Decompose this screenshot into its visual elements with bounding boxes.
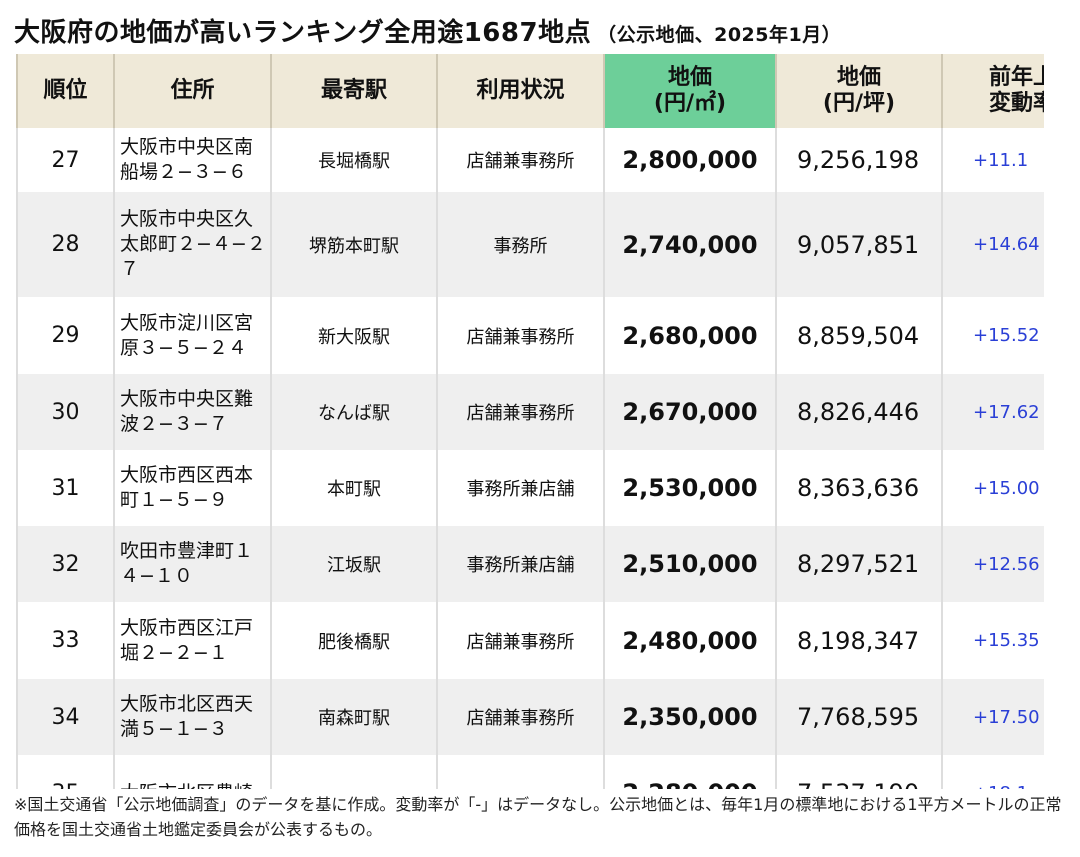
- cell-address: 大阪市北区豊崎: [113, 755, 272, 789]
- cell-price-per-m2: 2,480,000: [603, 602, 777, 679]
- table-row: 34 大阪市北区西天満５−１−３ 南森町駅 店舗兼事務所 2,350,000 7…: [16, 679, 1044, 755]
- cell-use: 店舗兼事務所: [436, 297, 605, 374]
- cell-rank: 28: [16, 192, 115, 297]
- title-main: 大阪府の地価が高いランキング全用途1687地点: [14, 18, 592, 48]
- ranking-table: 順位 住所 最寄駅 利用状況 地価 (円/㎡) 地価 (円/坪) 前年上 変動率: [16, 54, 1044, 789]
- table-row: 30 大阪市中央区難波２−３−７ なんば駅 店舗兼事務所 2,670,000 8…: [16, 374, 1044, 450]
- ranking-table-container[interactable]: 順位 住所 最寄駅 利用状況 地価 (円/㎡) 地価 (円/坪) 前年上 変動率: [16, 54, 1044, 789]
- cell-rank: 29: [16, 297, 115, 374]
- cell-price-per-tsubo: 8,826,446: [775, 374, 943, 450]
- cell-price-per-m2: 2,280,000: [603, 755, 777, 789]
- cell-station: 江坂駅: [270, 526, 438, 602]
- cell-address: 吹田市豊津町１４−１０: [113, 526, 272, 602]
- cell-station: 本町駅: [270, 450, 438, 526]
- table-row: 35 大阪市北区豊崎 2,280,000 7,537,190 +18.1: [16, 755, 1044, 789]
- cell-address: 大阪市中央区久太郎町２−４−２７: [113, 192, 272, 297]
- cell-change-rate: +15.52: [941, 297, 1044, 374]
- cell-station: 新大阪駅: [270, 297, 438, 374]
- cell-rank: 31: [16, 450, 115, 526]
- table-row: 32 吹田市豊津町１４−１０ 江坂駅 事務所兼店舗 2,510,000 8,29…: [16, 526, 1044, 602]
- header-change-rate: 前年上 変動率: [941, 54, 1044, 128]
- cell-price-per-m2: 2,350,000: [603, 679, 777, 755]
- table-row: 31 大阪市西区西本町１−５−９ 本町駅 事務所兼店舗 2,530,000 8,…: [16, 450, 1044, 526]
- cell-price-per-m2: 2,680,000: [603, 297, 777, 374]
- cell-price-per-tsubo: 8,297,521: [775, 526, 943, 602]
- header-rank: 順位: [16, 54, 115, 128]
- cell-price-per-tsubo: 9,057,851: [775, 192, 943, 297]
- table-row: 27 大阪市中央区南船場２−３−６ 長堀橋駅 店舗兼事務所 2,800,000 …: [16, 128, 1044, 192]
- table-header-row: 順位 住所 最寄駅 利用状況 地価 (円/㎡) 地価 (円/坪) 前年上 変動率: [16, 54, 1044, 128]
- cell-change-rate: +15.35: [941, 602, 1044, 679]
- cell-change-rate: +12.56: [941, 526, 1044, 602]
- header-price-per-m2-line1: 地価: [667, 65, 712, 90]
- header-price-per-m2: 地価 (円/㎡): [603, 54, 777, 128]
- cell-station: なんば駅: [270, 374, 438, 450]
- cell-use: 店舗兼事務所: [436, 374, 605, 450]
- header-price-per-m2-line2: (円/㎡): [653, 91, 727, 116]
- header-price-per-tsubo-line2: (円/坪): [822, 91, 896, 116]
- cell-address: 大阪市中央区南船場２−３−６: [113, 128, 272, 192]
- cell-use: 店舗兼事務所: [436, 679, 605, 755]
- cell-use: 事務所兼店舗: [436, 526, 605, 602]
- header-price-per-tsubo: 地価 (円/坪): [775, 54, 943, 128]
- title-sub: （公示地価、2025年1月）: [597, 24, 842, 46]
- cell-change-rate: +17.50: [941, 679, 1044, 755]
- cell-use: 事務所兼店舗: [436, 450, 605, 526]
- cell-change-rate: +14.64: [941, 192, 1044, 297]
- cell-change-rate: +18.1: [941, 755, 1044, 789]
- cell-price-per-m2: 2,530,000: [603, 450, 777, 526]
- cell-station: 南森町駅: [270, 679, 438, 755]
- cell-address: 大阪市北区西天満５−１−３: [113, 679, 272, 755]
- cell-rank: 35: [16, 755, 115, 789]
- table-row: 29 大阪市淀川区宮原３−５−２４ 新大阪駅 店舗兼事務所 2,680,000 …: [16, 297, 1044, 374]
- cell-price-per-m2: 2,740,000: [603, 192, 777, 297]
- cell-price-per-tsubo: 7,768,595: [775, 679, 943, 755]
- cell-rank: 30: [16, 374, 115, 450]
- cell-rank: 32: [16, 526, 115, 602]
- cell-station: [270, 755, 438, 789]
- header-address: 住所: [113, 54, 272, 128]
- cell-price-per-tsubo: 8,363,636: [775, 450, 943, 526]
- cell-station: 肥後橋駅: [270, 602, 438, 679]
- cell-address: 大阪市西区西本町１−５−９: [113, 450, 272, 526]
- cell-station: 堺筋本町駅: [270, 192, 438, 297]
- cell-use: 事務所: [436, 192, 605, 297]
- cell-price-per-tsubo: 7,537,190: [775, 755, 943, 789]
- cell-price-per-m2: 2,800,000: [603, 128, 777, 192]
- cell-change-rate: +17.62: [941, 374, 1044, 450]
- header-change-rate-line2: 変動率: [989, 91, 1044, 116]
- cell-price-per-tsubo: 8,198,347: [775, 602, 943, 679]
- cell-address: 大阪市中央区難波２−３−７: [113, 374, 272, 450]
- table-row: 28 大阪市中央区久太郎町２−４−２７ 堺筋本町駅 事務所 2,740,000 …: [16, 192, 1044, 297]
- cell-use: 店舗兼事務所: [436, 128, 605, 192]
- footnote: ※国土交通省「公示地価調査」のデータを基に作成。変動率が「-」はデータなし。公示…: [14, 795, 1062, 839]
- cell-change-rate: +11.1: [941, 128, 1044, 192]
- cell-address: 大阪市淀川区宮原３−５−２４: [113, 297, 272, 374]
- header-price-per-tsubo-line1: 地価: [836, 65, 881, 90]
- header-use: 利用状況: [436, 54, 605, 128]
- cell-price-per-m2: 2,510,000: [603, 526, 777, 602]
- cell-use: [436, 755, 605, 789]
- cell-price-per-tsubo: 8,859,504: [775, 297, 943, 374]
- cell-use: 店舗兼事務所: [436, 602, 605, 679]
- cell-rank: 27: [16, 128, 115, 192]
- cell-rank: 33: [16, 602, 115, 679]
- table-row: 33 大阪市西区江戸堀２−２−１ 肥後橋駅 店舗兼事務所 2,480,000 8…: [16, 602, 1044, 679]
- cell-rank: 34: [16, 679, 115, 755]
- page-title: 大阪府の地価が高いランキング全用途1687地点 （公示地価、2025年1月）: [14, 12, 841, 49]
- header-change-rate-line1: 前年上: [989, 65, 1044, 90]
- header-station: 最寄駅: [270, 54, 438, 128]
- cell-station: 長堀橋駅: [270, 128, 438, 192]
- cell-price-per-m2: 2,670,000: [603, 374, 777, 450]
- cell-address: 大阪市西区江戸堀２−２−１: [113, 602, 272, 679]
- cell-price-per-tsubo: 9,256,198: [775, 128, 943, 192]
- cell-change-rate: +15.00: [941, 450, 1044, 526]
